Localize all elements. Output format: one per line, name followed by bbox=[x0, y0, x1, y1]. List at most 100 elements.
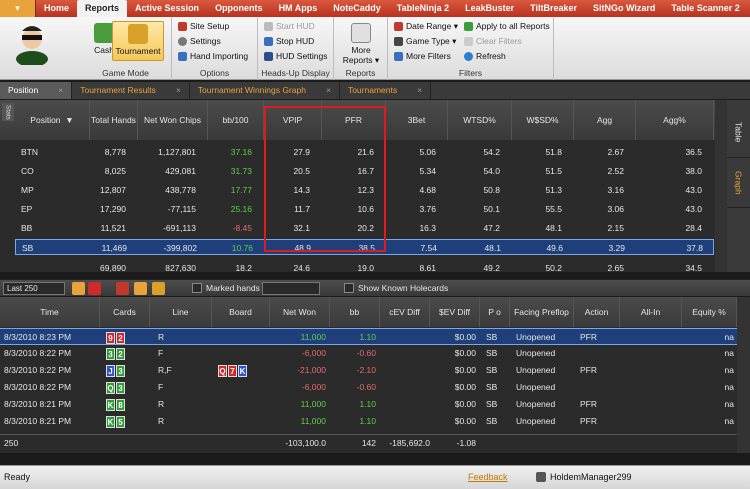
stats-side-label[interactable]: Stats bbox=[2, 103, 14, 121]
ribbon-tab-notecaddy[interactable]: NoteCaddy bbox=[333, 3, 381, 13]
card-icon: Q bbox=[218, 364, 227, 377]
col-bb100[interactable]: bb/100 bbox=[208, 100, 264, 140]
hand-time: 8/3/2010 8:23 PM bbox=[4, 332, 72, 342]
col-agg[interactable]: Agg bbox=[574, 100, 636, 140]
date-range-button[interactable]: Date Range ▾ bbox=[394, 21, 458, 32]
cell-pfr: 20.2 bbox=[357, 223, 374, 233]
col-cards[interactable]: Cards bbox=[100, 297, 150, 327]
stats-row[interactable]: BB 11,521 -691,113 -8.45 32.1 20.2 16.3 47.2 48.… bbox=[15, 220, 714, 236]
hand-row[interactable]: 8/3/2010 8:22 PM J 3 R,F Q 7 K -21,000 -2.10 $0.0… bbox=[0, 362, 737, 379]
hud-settings-button[interactable]: HUD Settings bbox=[264, 51, 328, 61]
ribbon-tab-tiltbreaker[interactable]: TiltBreaker bbox=[530, 3, 577, 13]
hand-row[interactable]: 8/3/2010 8:22 PM Q 3 F -6,000 -0.60 $0.00 SB Uno… bbox=[0, 379, 737, 396]
user-name: HoldemManager299 bbox=[550, 472, 632, 482]
application-menu-button[interactable]: ▾ bbox=[0, 0, 36, 17]
start-hud-button[interactable]: Start HUD bbox=[264, 21, 315, 31]
close-icon[interactable]: × bbox=[58, 85, 64, 95]
more-reports-button[interactable]: More Reports ▾ bbox=[338, 21, 384, 65]
col-wtsd[interactable]: WTSD% bbox=[448, 100, 512, 140]
ribbon-tab-hm-apps[interactable]: HM Apps bbox=[278, 3, 318, 13]
settings-button[interactable]: Settings bbox=[178, 36, 221, 46]
col-bb[interactable]: bb bbox=[330, 297, 380, 327]
apply-all-reports-button[interactable]: Apply to all Reports bbox=[464, 21, 550, 31]
tab-tournaments[interactable]: Tournaments × bbox=[340, 82, 432, 99]
col-time[interactable]: Time bbox=[0, 297, 100, 327]
stats-row[interactable]: MP 12,807 438,778 17.77 14.3 12.3 4.68 50.8 51.3… bbox=[15, 182, 714, 198]
col-position[interactable]: Position ▼ bbox=[15, 100, 90, 140]
close-icon[interactable]: × bbox=[417, 85, 423, 95]
ribbon-tab-reports[interactable]: Reports bbox=[77, 0, 128, 17]
stats-row[interactable]: CO 8,025 429,081 31.73 20.5 16.7 5.34 54.0 51.5 2… bbox=[15, 163, 714, 179]
col-net-won-chips[interactable]: Net Won Chips bbox=[138, 100, 208, 140]
stop-hud-button[interactable]: Stop HUD bbox=[264, 36, 314, 46]
ribbon-tab-opponents[interactable]: Opponents bbox=[215, 3, 263, 13]
hand-limit-select[interactable]: Last 250 bbox=[3, 282, 65, 295]
ribbon-tab-table-scanner[interactable]: Table Scanner 2 bbox=[671, 3, 740, 13]
col-line[interactable]: Line bbox=[150, 297, 212, 327]
stats-row[interactable]: EP 17,290 -77,115 25.16 11.7 10.6 3.76 50.1 55.5… bbox=[15, 201, 714, 217]
ribbon-tab-active-session[interactable]: Active Session bbox=[135, 3, 200, 13]
card-icon: K bbox=[106, 398, 115, 411]
hands-scrollbar[interactable] bbox=[737, 297, 750, 453]
ribbon-tab-home[interactable]: Home bbox=[44, 3, 70, 13]
col-sev-diff[interactable]: $EV Diff bbox=[430, 297, 480, 327]
marked-hands-checkbox[interactable] bbox=[192, 283, 202, 293]
col-total-hands[interactable]: Total Hands bbox=[90, 100, 138, 140]
tab-graph-view[interactable]: Graph bbox=[727, 158, 750, 208]
hand-importing-button[interactable]: Hand Importing bbox=[178, 51, 248, 61]
col-facing-preflop[interactable]: Facing Preflop bbox=[510, 297, 574, 327]
show-known-holecards-checkbox[interactable] bbox=[344, 283, 354, 293]
col-3bet[interactable]: 3Bet bbox=[386, 100, 448, 140]
col-pos[interactable]: P o bbox=[480, 297, 510, 327]
close-icon[interactable]: × bbox=[175, 85, 181, 95]
site-setup-button[interactable]: Site Setup bbox=[178, 21, 229, 31]
cash-mode-button[interactable]: Cash bbox=[82, 21, 126, 61]
hand-row[interactable]: 8/3/2010 8:21 PM K 5 R 11,000 1.10 $0.00 SB Unop… bbox=[0, 413, 737, 430]
cell-net-won-chips: -399,802 bbox=[163, 243, 197, 253]
cell-wsd: 51.5 bbox=[545, 166, 562, 176]
col-equity[interactable]: Equity % bbox=[682, 297, 737, 327]
marked-hands-select[interactable] bbox=[262, 282, 320, 295]
col-cev-diff[interactable]: cEV Diff bbox=[380, 297, 430, 327]
replayer-icon[interactable] bbox=[88, 282, 101, 295]
clear-filters-button[interactable]: Clear Filters bbox=[464, 36, 522, 46]
col-vpip[interactable]: VPIP bbox=[264, 100, 322, 140]
ribbon-tab-sitngo-wizard[interactable]: SitNGo Wizard bbox=[593, 3, 656, 13]
rewind-icon[interactable] bbox=[72, 282, 85, 295]
refresh-button[interactable]: Refresh bbox=[464, 51, 506, 61]
ribbon-tab-leakbuster[interactable]: LeakBuster bbox=[465, 3, 515, 13]
col-agg-pct[interactable]: Agg% bbox=[636, 100, 714, 140]
hand-sev-diff: $0.00 bbox=[454, 365, 476, 375]
tab-table-view[interactable]: Table bbox=[727, 108, 750, 158]
hand-cev-diff bbox=[380, 362, 426, 379]
stats-scrollbar[interactable] bbox=[715, 100, 727, 272]
col-net-won[interactable]: Net Won bbox=[270, 297, 330, 327]
tournament-mode-button[interactable]: Tournament bbox=[112, 21, 164, 61]
hand-row[interactable]: 8/3/2010 8:21 PM K 8 R 11,000 1.10 $0.00 SB Unop… bbox=[0, 396, 737, 413]
tab-position[interactable]: Position × bbox=[0, 82, 73, 99]
col-action[interactable]: Action bbox=[574, 297, 620, 327]
col-all-in[interactable]: All-In bbox=[620, 297, 682, 327]
stats-row[interactable]: SB 11,469 -399,802 10.76 48.9 38.5 7.54 48.1 49.… bbox=[15, 239, 714, 255]
cell-bb100: -8.45 bbox=[232, 223, 252, 233]
hand-time: 8/3/2010 8:22 PM bbox=[4, 382, 72, 392]
ribbon-tab-tableninja[interactable]: TableNinja 2 bbox=[396, 3, 450, 13]
col-board[interactable]: Board bbox=[212, 297, 270, 327]
grid-icon[interactable] bbox=[116, 282, 129, 295]
close-icon[interactable]: × bbox=[325, 85, 331, 95]
col-wsd[interactable]: W$SD% bbox=[512, 100, 574, 140]
stats-row[interactable]: BTN 8,778 1,127,801 37.16 27.9 21.6 5.06 54.2 51… bbox=[15, 144, 714, 160]
ribbon-panel: Cash Tournament Game Mode Site Setup Set… bbox=[0, 17, 750, 80]
more-filters-button[interactable]: More Filters bbox=[394, 51, 451, 61]
trophy-icon[interactable] bbox=[152, 282, 165, 295]
hand-row[interactable]: 8/3/2010 8:22 PM 3 2 F -6,000 -0.60 $0.00 SB Uno… bbox=[0, 345, 737, 362]
tab-tournament-results[interactable]: Tournament Results × bbox=[72, 82, 190, 99]
game-type-button[interactable]: Game Type ▾ bbox=[394, 36, 456, 47]
feedback-link[interactable]: Feedback bbox=[468, 472, 508, 482]
calendar-icon bbox=[394, 22, 403, 31]
hand-row[interactable]: 8/3/2010 8:23 PM 9 2 R 11,000 1.10 $0.00 SB Unop… bbox=[0, 328, 737, 345]
chart-icon[interactable] bbox=[134, 282, 147, 295]
tab-tournament-winnings-graph[interactable]: Tournament Winnings Graph × bbox=[190, 82, 340, 99]
